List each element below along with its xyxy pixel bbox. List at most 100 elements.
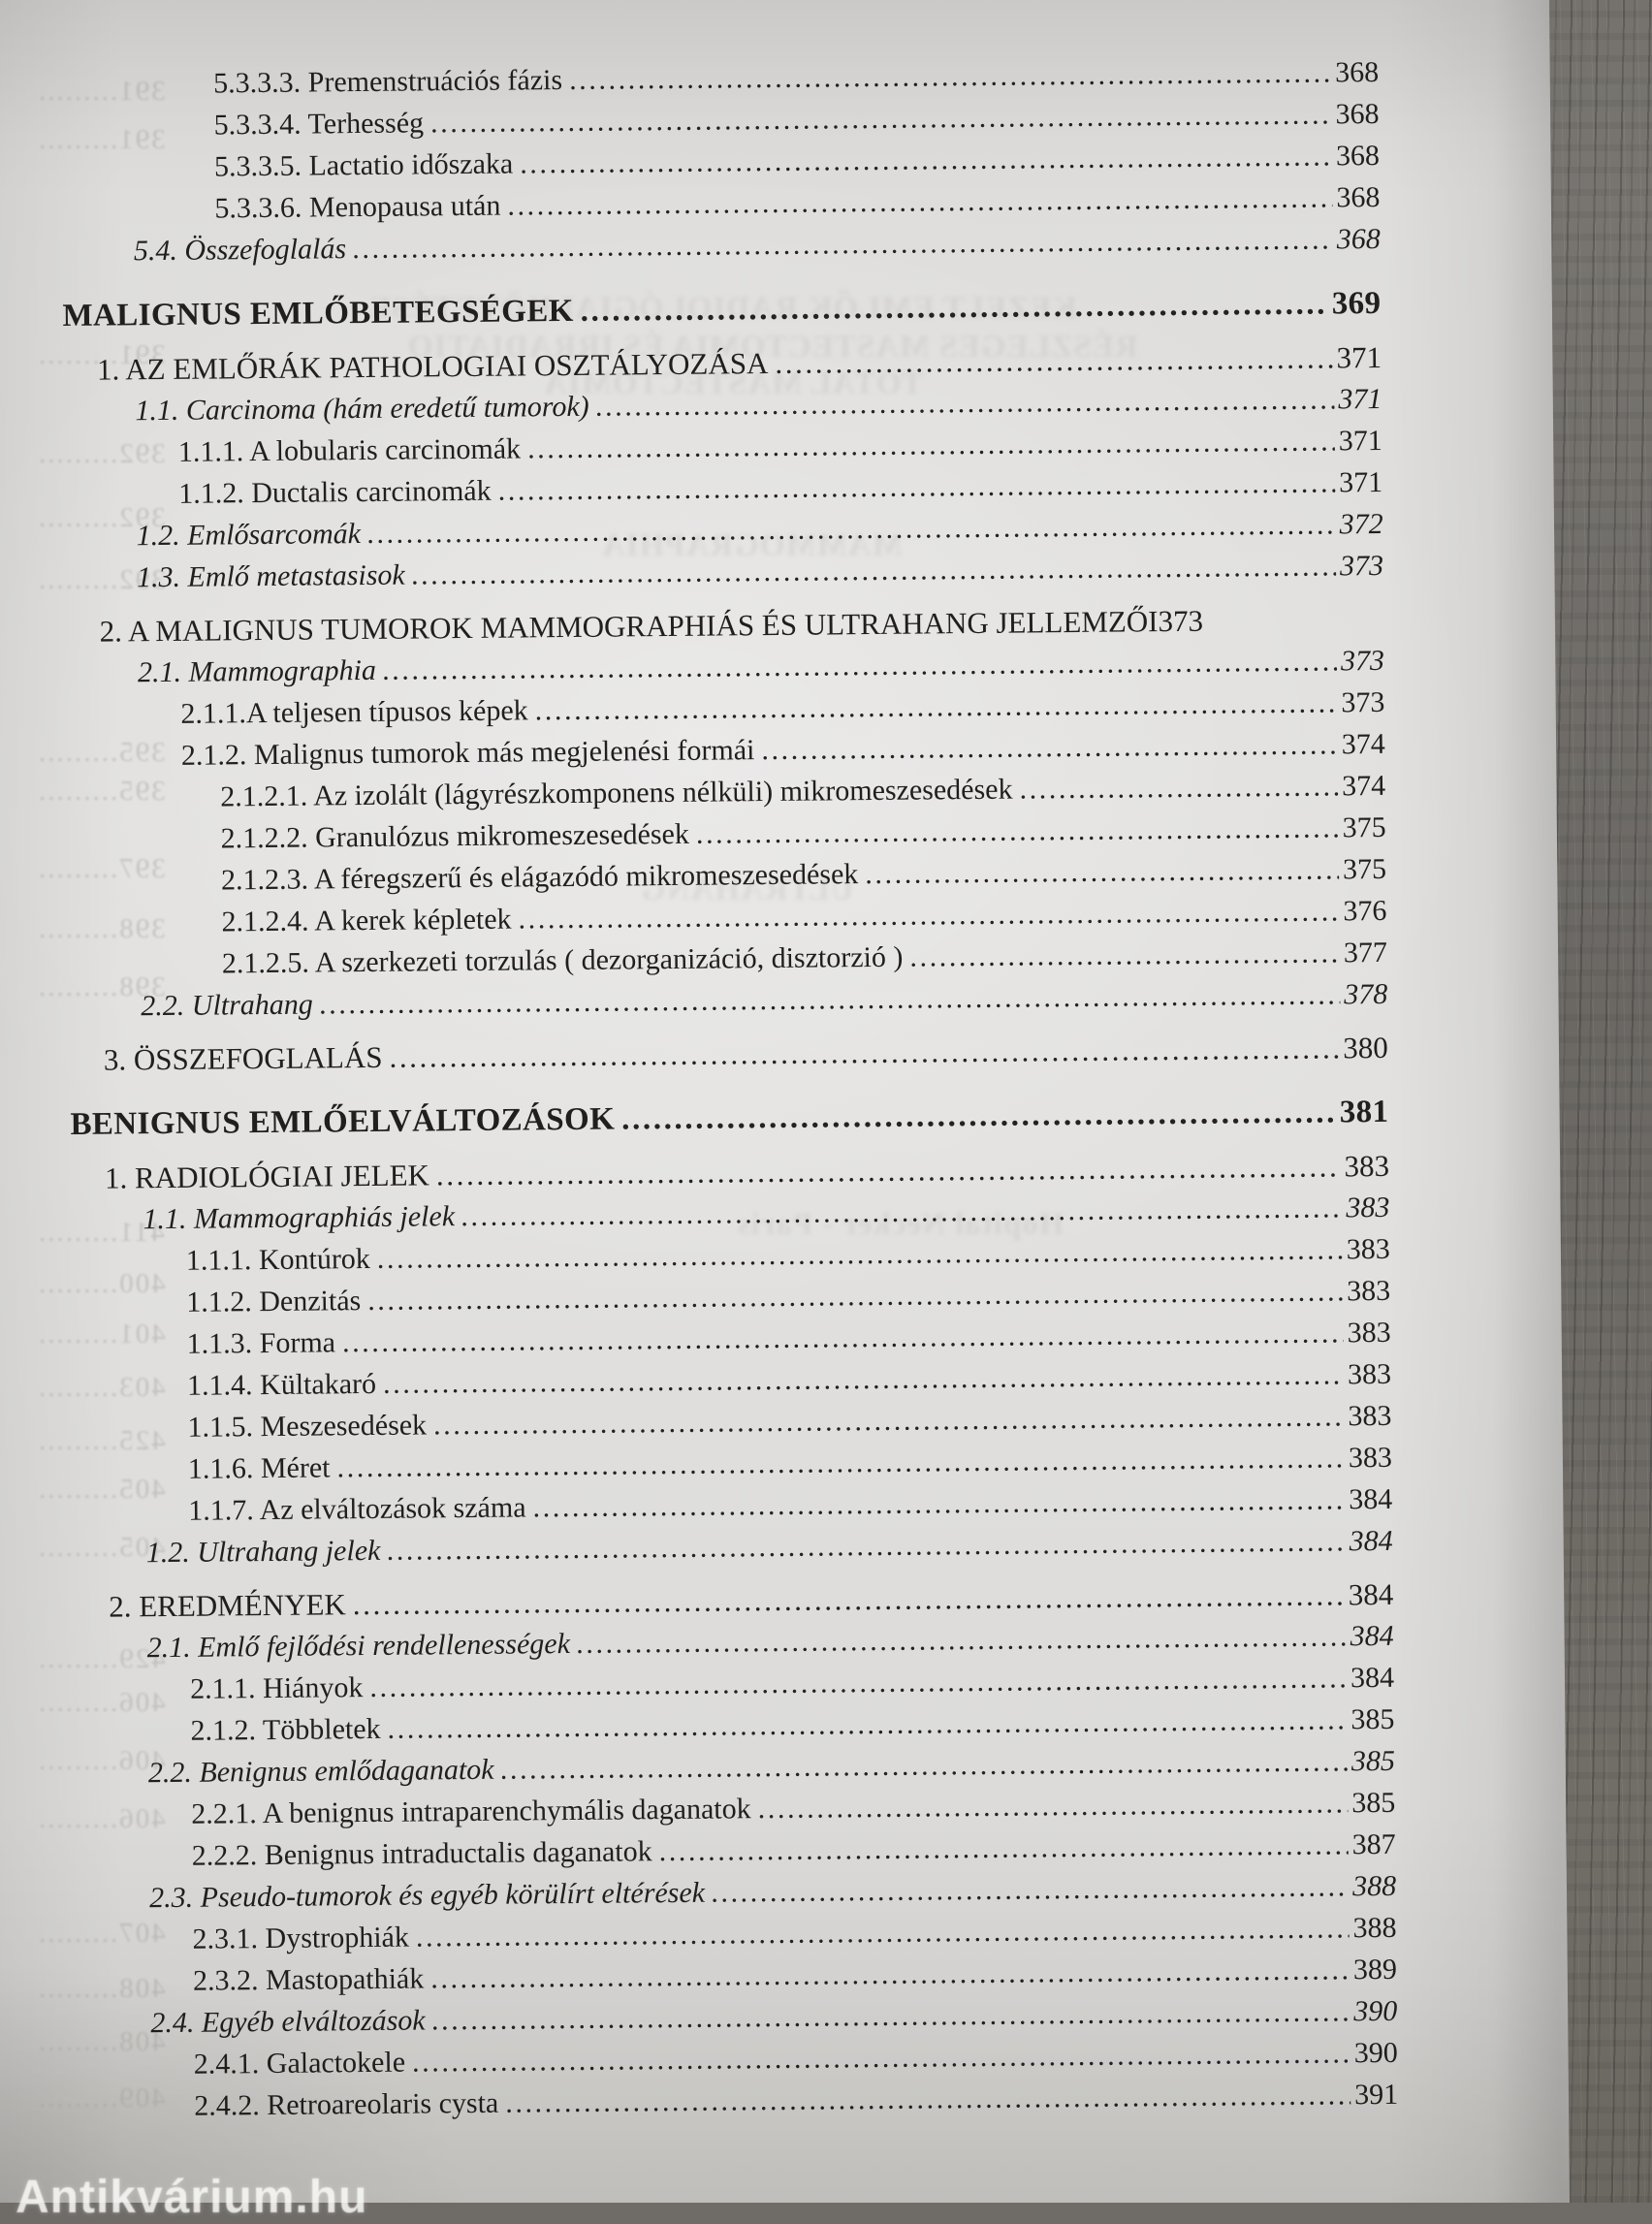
toc-page-number: 374 [1341,727,1385,761]
toc-page-number: 375 [1342,852,1387,886]
toc-entry-label: 1.1.1. Kontúrok [185,1242,371,1277]
toc-entry-label: 2.1. Emlő fejlődési rendellenességek [146,1628,571,1665]
toc-page-number: 390 [1353,1994,1398,2028]
toc-entry-label: 2.2.2. Benignus intraductalis daganatok [191,1835,652,1872]
dot-leader: ........................................… [775,336,1333,380]
toc-entry-label: 1.1.4. Kültakaró [186,1367,377,1402]
dot-leader: ........................................… [505,2074,1351,2119]
toc-entry-label: 2.1. Mammographia [137,653,377,689]
toc-entry-label: 1.1.5. Meszesedések [187,1409,428,1444]
toc-page-number: 373 [1339,549,1384,583]
toc-entry-label: 1.1.2. Denzitás [186,1285,362,1319]
dot-leader: ........................................… [319,973,1341,1021]
toc-row: MALIGNUS EMLŐBETEGSÉGEK.................… [62,283,1381,337]
toc-page-number: 384 [1350,1661,1395,1695]
dot-leader: ........................................… [411,545,1337,591]
toc-entry-label: 2.3.1. Dystrophiák [192,1921,410,1955]
toc-page-number: 368 [1334,55,1380,89]
toc-page-number: 383 [1346,1191,1390,1224]
toc-entry-label: 2.1.2.4. A kerek képletek [221,903,512,938]
toc-entry-label: 1.2. Ultrahang jelek [145,1534,381,1570]
toc-entry-label: 1. RADIOLÓGIAI JELEK [104,1158,430,1195]
toc-entry-label: MALIGNUS EMLŐBETEGSÉGEK [62,293,574,334]
toc-page-number: 368 [1335,139,1381,173]
toc-page-number: 384 [1348,1576,1394,1612]
toc-page-number: 391 [1354,2078,1399,2112]
dot-leader: ........................................… [576,1615,1347,1660]
toc-page-number: 374 [1342,769,1386,803]
toc-page-number: 372 [1339,507,1383,541]
toc-page-number: 373 [1341,685,1385,719]
dot-leader: ........................................… [621,1092,1336,1137]
toc-page-number: 376 [1343,894,1387,928]
toc-entry-label: 2.2.1. A benignus intraparenchymális dag… [191,1793,751,1830]
dot-leader: ........................................… [1019,765,1339,806]
toc-page-number: 383 [1348,1399,1392,1433]
toc-entry-label: 2.1.1. Hiányok [189,1671,364,1705]
toc-page-number: 371 [1338,424,1382,458]
toc-entry-label: 2. EREDMÉNYEK [109,1587,346,1624]
toc-page-number: 377 [1343,936,1388,969]
toc-entry-label: 1.1.3. Forma [186,1326,336,1360]
dot-leader: ........................................… [352,218,1334,266]
toc-page-number: 385 [1350,1744,1396,1778]
toc-page-number: 387 [1351,1827,1396,1861]
dot-leader: ........................................… [909,932,1341,973]
toc-page-number: 369 [1331,285,1382,322]
toc-page-number: 371 [1339,465,1383,499]
dot-leader: ........................................… [387,1520,1346,1567]
toc: 5.3.3.3. Premenstruációs fázis..........… [60,51,1398,2128]
toc-entry-label: 2.3.2. Mastopathiák [192,1962,425,1997]
toc-entry-label: 2.1.2.3. A féregszerű és elágazódó mikro… [220,858,859,897]
toc-entry-label: 1.1.6. Méret [187,1451,331,1485]
toc-page-number: 390 [1353,2036,1398,2070]
toc-entry-label: 1.1. Mammographiás jelek [143,1200,456,1236]
antikvarium-watermark: Antikvárium.hu [16,2172,368,2223]
toc-page-number: 373 [1158,603,1204,639]
toc-entry-label: 1.1.1. A lobularis carcinomák [177,432,522,468]
dot-leader: ........................................… [865,848,1340,891]
toc-entry-label: 2.1.1.A teljesen típusos képek [180,694,528,730]
toc-entry-label: 2.2. Benignus emlődaganatok [147,1753,494,1790]
toc-page-number: 368 [1336,180,1381,214]
toc-page-number: 383 [1346,1232,1390,1266]
toc-page-number: 388 [1351,1869,1397,1903]
toc-page-number: 373 [1340,644,1385,678]
dot-leader: ........................................… [757,1782,1349,1826]
toc-entry-label: 2.4. Egyéb elváltozások [150,2004,426,2040]
toc-page-number: 385 [1350,1702,1395,1736]
toc-page-number: 383 [1347,1274,1391,1308]
toc-page-number: 375 [1342,810,1386,844]
toc-page-number: 368 [1336,222,1381,256]
toc-page-number: 383 [1347,1357,1392,1391]
toc-page-number: 381 [1339,1094,1389,1130]
dot-leader: ........................................… [580,283,1328,329]
toc-entry-label: 1. AZ EMLŐRÁK PATHOLOGIAI OSZTÁLYOZÁSA [96,346,769,387]
toc-entry-label: 1.3. Emlő metastasisok [136,558,405,594]
toc-entry-label: 2.3. Pseudo-tumorok és egyéb körülírt el… [149,1876,706,1915]
toc-entry-label: 2.1.2. Többletek [190,1712,381,1747]
toc-page-number: 384 [1349,1482,1393,1516]
toc-entry-label: 2.2. Ultrahang [141,988,313,1023]
toc-entry-label: 1.1. Carcinoma (hám eredetű tumorok) [135,390,589,428]
toc-entry-label: 5.3.3.3. Premenstruációs fázis [213,64,563,100]
dot-leader: ........................................… [695,807,1339,850]
dot-leader: ........................................… [761,723,1339,767]
toc-entry-label: 5.3.3.4. Terhesség [213,107,425,142]
toc-page-number: 389 [1352,1953,1398,1986]
toc-entry-label: 5.4. Összefoglalás [133,233,347,268]
toc-page-number: 368 [1335,97,1380,131]
toc-page-number: 371 [1336,339,1382,375]
toc-page-number: 388 [1352,1911,1397,1945]
toc-entry-label: 2.1.2.2. Granulózus mikromeszesedések [220,817,690,855]
dot-leader: ........................................… [568,51,1332,96]
toc-page-number: 385 [1351,1786,1396,1820]
toc-entry-label: 5.3.3.6. Menopausa után [214,189,501,225]
toc-entry-label: 3. ÖSSZEFOGLALÁS [103,1039,383,1077]
toc-entry-label: 2.4.2. Retroareolaris cysta [194,2086,499,2122]
toc-page-number: 371 [1338,382,1382,416]
toc-entry-label: 2.4.1. Galactokele [193,2046,406,2081]
dot-leader: ........................................… [595,378,1335,423]
toc-entry-label: BENIGNUS EMLŐELVÁLTOZÁSOK [70,1101,616,1142]
